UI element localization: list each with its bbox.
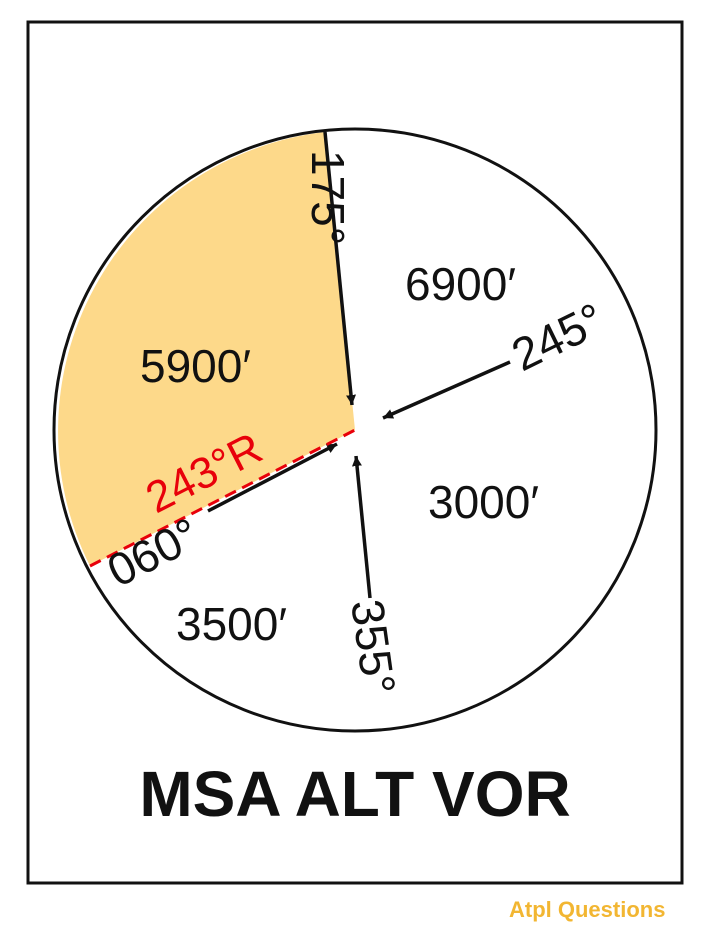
- altitude-label-3500: 3500′: [176, 598, 287, 650]
- diagram-title: MSA ALT VOR: [139, 758, 570, 830]
- bearing-175-arrow: [323, 131, 356, 406]
- altitude-label-6900: 6900′: [405, 258, 516, 310]
- bearing-355-arrow: [352, 455, 372, 599]
- msa-circle: [52, 127, 658, 733]
- highlighted-sector: [58, 132, 355, 566]
- bearing-060-arrow: [207, 442, 338, 513]
- bearing-245-arrow: [382, 360, 511, 420]
- brand-logo-text: Atpl Questions: [509, 897, 665, 922]
- altitude-label-5900: 5900′: [140, 340, 251, 392]
- radial-243-line: [89, 428, 356, 568]
- bearing-label-175: 175°: [302, 150, 354, 245]
- altitude-label-3000: 3000′: [428, 476, 539, 528]
